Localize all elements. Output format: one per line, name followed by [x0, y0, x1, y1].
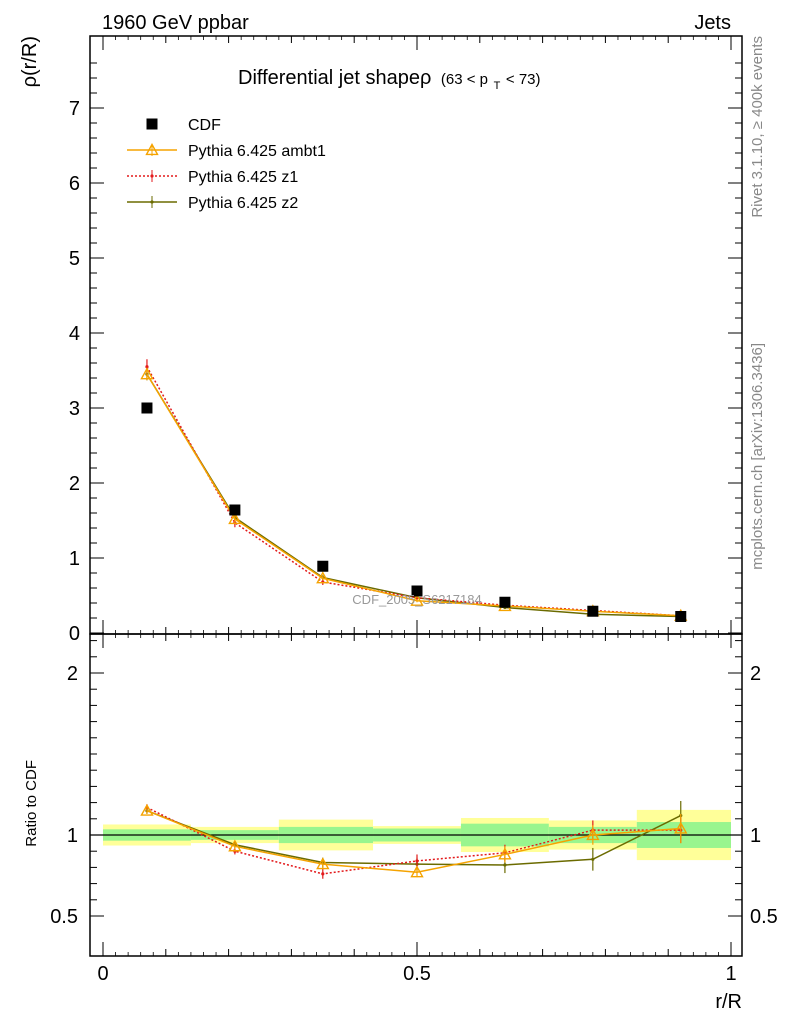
main-data-point	[499, 596, 511, 608]
main-title-cut-end: < 73)	[506, 71, 541, 88]
ratio-ambt1-point	[586, 828, 600, 841]
ratio-plot-frame	[89, 633, 743, 957]
ratio-panel: 0 0.5 1 0.5 0.5 1 1 2 2	[50, 633, 778, 985]
ratio-ylabel: Ratio to CDF	[23, 760, 40, 847]
ratio-y-tick-label-left: 1	[67, 825, 78, 847]
ratio-ambt1-point	[316, 857, 330, 870]
main-y-tick-label: 2	[69, 473, 80, 495]
main-data-point	[317, 560, 329, 572]
main-title-cut-sub: T	[494, 80, 501, 92]
ratio-y-tick-label-left: 0.5	[50, 906, 78, 928]
main-plot-content: 0 1 2 3 4 5 6 7	[69, 36, 742, 645]
legend-ambt1-label: Pythia 6.425 ambt1	[188, 143, 326, 160]
header-right: Jets	[694, 12, 731, 34]
main-panel: 0 1 2 3 4 5 6 7 CDF_2005_S6217184 Differential …	[69, 35, 743, 645]
main-data-point	[411, 585, 423, 597]
main-title-text: Differential jet shapeρ	[238, 67, 431, 89]
legend-data-label: CDF	[188, 117, 221, 134]
ratio-y-tick-label-left: 2	[67, 663, 78, 685]
main-z1-point	[145, 365, 149, 369]
ratio-ambt1-point	[140, 803, 154, 816]
main-data-point	[587, 605, 599, 617]
ratio-z1-point	[415, 859, 419, 863]
ratio-y-tick-label-right: 2	[750, 663, 761, 685]
main-data-point	[675, 611, 687, 622]
main-ambt1-point	[316, 571, 330, 584]
main-ambt1-point	[410, 593, 424, 606]
legend-z2-label: Pythia 6.425 z2	[188, 195, 298, 212]
main-y-tick-label: 0	[69, 623, 80, 645]
main-z1-line	[146, 366, 681, 617]
watermark: CDF_2005_S6217184	[352, 592, 481, 607]
side-text-mcplots: mcplots.cern.ch [arXiv:1306.3436]	[749, 343, 766, 570]
main-y-tick-label: 3	[69, 398, 80, 420]
main-y-tick-label: 4	[69, 323, 80, 345]
ratio-ambt1-point	[674, 821, 688, 834]
main-data-point	[141, 402, 153, 414]
ratio-z2-point	[503, 863, 507, 867]
x-tick-label: 0	[97, 963, 108, 985]
ratio-z2-point	[591, 857, 595, 861]
main-ambt1-point	[228, 512, 242, 525]
main-y-tick-label: 1	[69, 548, 80, 570]
ratio-ambt1-point	[228, 839, 242, 852]
main-title: Differential jet shapeρ (63 < p T < 73)	[238, 67, 541, 94]
main-ylabel: ρ(r/R)	[19, 36, 41, 87]
main-ambt1-line	[146, 373, 681, 617]
ratio-plot-content: 0 0.5 1 0.5 0.5 1 1 2 2	[50, 634, 778, 985]
legend-z2-marker	[150, 200, 154, 204]
x-tick-label: 1	[725, 963, 736, 985]
main-title-cut: (63 < p	[441, 71, 488, 88]
legend: CDF Pythia 6.425 ambt1 Pythia 6.425 z1 Pyth…	[127, 117, 326, 212]
main-z2-line	[146, 373, 681, 618]
main-y-tick-label: 6	[69, 173, 80, 195]
main-y-tick-label: 7	[69, 98, 80, 120]
ratio-y-tick-label-right: 1	[750, 825, 761, 847]
ratio-ambt1-point	[498, 847, 512, 860]
main-ambt1-point	[140, 367, 154, 380]
legend-z1-label: Pythia 6.425 z1	[188, 169, 298, 186]
main-y-tick-label: 5	[69, 248, 80, 270]
ratio-ambt1-point	[410, 865, 424, 878]
side-text-rivet: Rivet 3.1.10, ≥ 400k events	[749, 36, 766, 218]
legend-ambt1-marker	[145, 143, 159, 156]
main-data-point	[229, 504, 241, 516]
ratio-y-tick-label-right: 0.5	[750, 906, 778, 928]
x-axis-label: r/R	[715, 991, 742, 1013]
legend-data-marker	[146, 118, 158, 130]
header-left: 1960 GeV ppbar	[102, 12, 249, 34]
ratio-z1-point	[321, 872, 325, 876]
legend-z1-marker	[150, 174, 154, 178]
x-tick-label: 0.5	[403, 963, 431, 985]
